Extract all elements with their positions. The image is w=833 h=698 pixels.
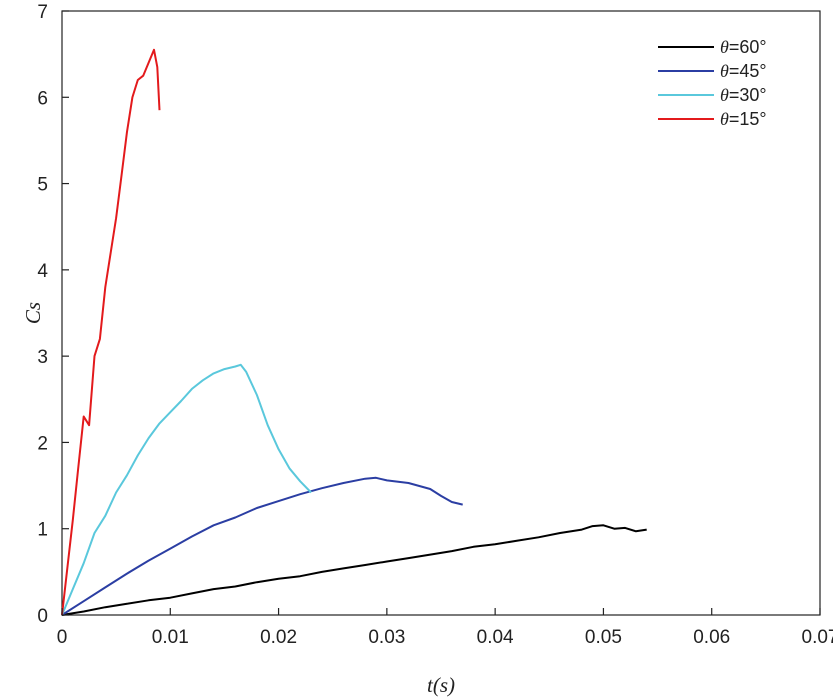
- x-axis-title: t(s): [427, 673, 455, 697]
- plot-area: [61, 10, 821, 616]
- series-line-2: [61, 363, 312, 616]
- x-tick-label: 0.04: [477, 627, 514, 648]
- y-tick-label: 3: [37, 347, 48, 368]
- y-tick-label: 4: [37, 261, 48, 282]
- y-tick-label: 5: [37, 175, 48, 196]
- x-tick-label: 0.03: [368, 627, 405, 648]
- y-tick-label: 0: [37, 606, 48, 627]
- y-tick-label: 2: [37, 433, 48, 454]
- x-tick-label: 0.07: [802, 627, 833, 648]
- y-tick-label: 1: [37, 520, 48, 541]
- y-tick-label: 6: [37, 88, 48, 109]
- x-tick-label: 0.02: [260, 627, 297, 648]
- series-layer: [61, 48, 647, 616]
- legend-label-3: θ=15°: [720, 109, 767, 129]
- legend-label-0: θ=60°: [720, 37, 767, 57]
- x-tick-label: 0.01: [152, 627, 189, 648]
- y-axis-title: Cs: [21, 302, 45, 324]
- x-tick-label: 0.06: [693, 627, 730, 648]
- y-tick-label: 7: [37, 2, 48, 23]
- x-tick-label: 0: [57, 627, 68, 648]
- series-line-0: [61, 524, 647, 616]
- legend: θ=60° θ=45° θ=30° θ=15°: [658, 37, 767, 129]
- legend-label-2: θ=30°: [720, 85, 767, 105]
- series-line-3: [61, 48, 161, 616]
- legend-label-1: θ=45°: [720, 61, 767, 81]
- series-line-1: [61, 476, 463, 616]
- x-tick-label: 0.05: [585, 627, 622, 648]
- ticks-layer: 0 0.01 0.02 0.03 0.04 0.05 0.06 0.07 0 1 2 3 4 5 6 7: [37, 2, 833, 648]
